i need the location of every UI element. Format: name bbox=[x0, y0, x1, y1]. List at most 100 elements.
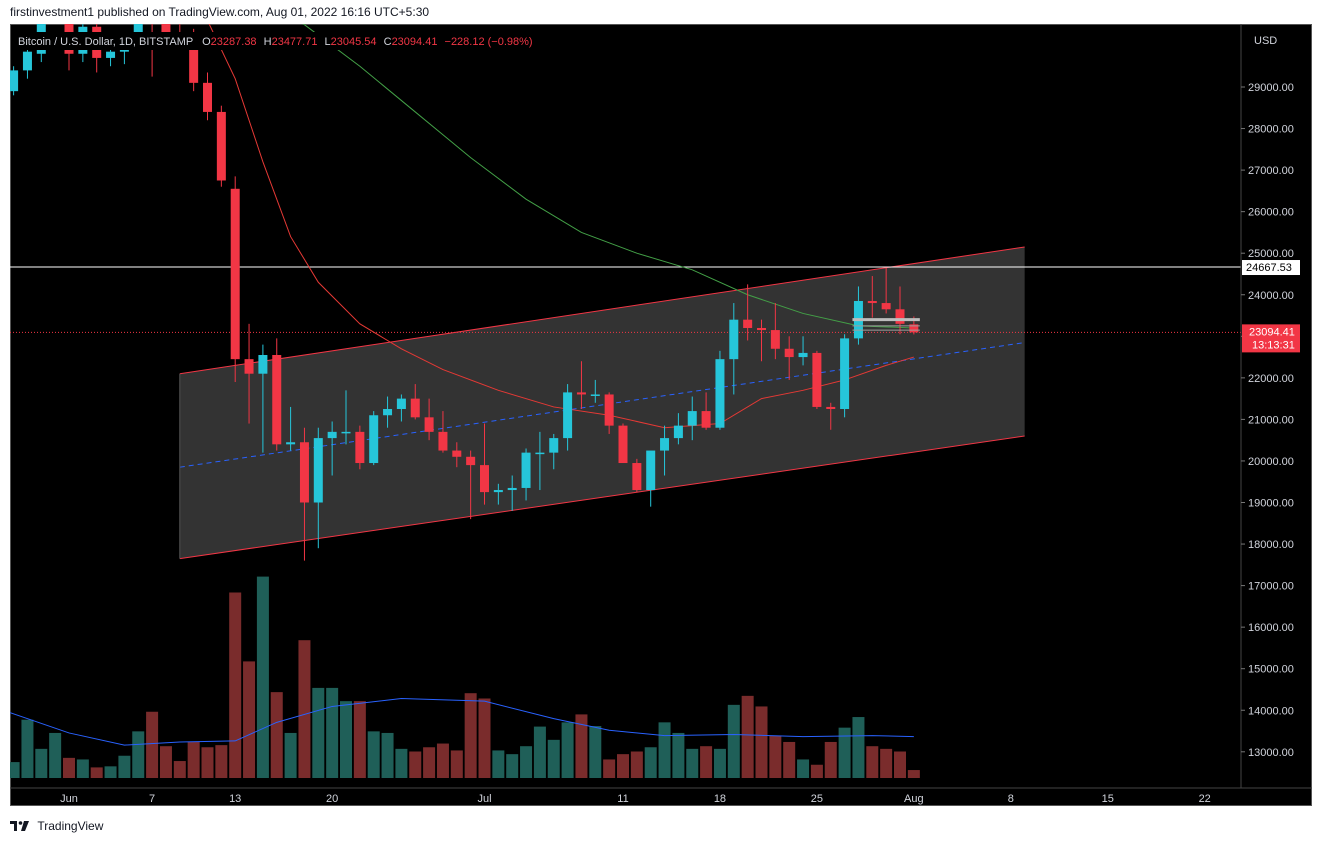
volume-bar bbox=[547, 739, 560, 778]
candle[interactable] bbox=[480, 423, 489, 505]
candle[interactable] bbox=[272, 338, 282, 451]
candle[interactable] bbox=[881, 267, 891, 314]
channel-mid-line[interactable] bbox=[179, 342, 1025, 468]
price-chart[interactable]: USD 29000.00 28000.00 27000.00 26000.00 2500… bbox=[10, 24, 1312, 806]
candle[interactable] bbox=[106, 47, 116, 67]
price-tick-label: 25000.00 bbox=[1248, 248, 1294, 260]
candle[interactable] bbox=[715, 350, 725, 430]
candle-body bbox=[272, 354, 282, 445]
volume-ma-path bbox=[10, 697, 914, 746]
candle[interactable] bbox=[701, 392, 711, 430]
volume-bar bbox=[353, 701, 366, 778]
candle[interactable] bbox=[729, 303, 739, 395]
candle[interactable] bbox=[770, 303, 780, 360]
volume-bar bbox=[132, 731, 145, 778]
volume-bar bbox=[243, 661, 256, 778]
candle[interactable] bbox=[798, 336, 808, 366]
candlesticks[interactable] bbox=[10, 24, 919, 561]
price-tick-label: 21000.00 bbox=[1248, 414, 1294, 426]
candle[interactable] bbox=[424, 398, 434, 441]
time-tick-label: 7 bbox=[149, 793, 155, 805]
volume-bar bbox=[409, 751, 422, 778]
volume-bar bbox=[298, 640, 311, 778]
candle[interactable] bbox=[355, 425, 365, 470]
parallel-channel[interactable] bbox=[179, 246, 1025, 560]
candle[interactable] bbox=[369, 411, 379, 466]
candle[interactable] bbox=[383, 396, 393, 428]
candle[interactable] bbox=[396, 394, 406, 422]
candle-body bbox=[618, 425, 628, 464]
candle[interactable] bbox=[521, 448, 531, 501]
candle[interactable] bbox=[632, 458, 642, 493]
candle[interactable] bbox=[299, 427, 309, 561]
volume-bar bbox=[173, 761, 186, 778]
candle[interactable] bbox=[341, 390, 351, 445]
time-tick-label: Aug bbox=[904, 793, 924, 805]
candle[interactable] bbox=[244, 323, 254, 424]
candle[interactable] bbox=[230, 176, 240, 383]
candle[interactable] bbox=[576, 361, 586, 410]
candle[interactable] bbox=[784, 336, 794, 380]
candle[interactable] bbox=[535, 431, 545, 491]
candle[interactable] bbox=[840, 334, 850, 418]
candle-body bbox=[438, 431, 448, 451]
candle[interactable] bbox=[507, 475, 517, 511]
candle[interactable] bbox=[757, 319, 766, 362]
candle[interactable] bbox=[646, 450, 656, 507]
footer-brand[interactable]: TradingView bbox=[10, 814, 103, 836]
candle[interactable] bbox=[618, 423, 628, 464]
channel-lower-line[interactable] bbox=[179, 435, 1025, 560]
candle-body bbox=[909, 324, 919, 333]
candle[interactable] bbox=[549, 433, 559, 470]
price-tick-label: 22000.00 bbox=[1248, 373, 1294, 385]
candle[interactable] bbox=[590, 379, 600, 403]
candle[interactable] bbox=[493, 483, 503, 505]
candle[interactable] bbox=[327, 421, 337, 476]
candle[interactable] bbox=[687, 396, 697, 441]
candle-body bbox=[549, 438, 559, 453]
candle[interactable] bbox=[313, 427, 323, 549]
candle[interactable] bbox=[286, 406, 296, 451]
candle[interactable] bbox=[148, 24, 157, 77]
candle[interactable] bbox=[563, 384, 573, 451]
candle[interactable] bbox=[604, 392, 614, 434]
candle[interactable] bbox=[22, 45, 32, 79]
channel-upper-line[interactable] bbox=[179, 246, 1025, 375]
open-value: 23287.38 bbox=[211, 36, 257, 48]
candle[interactable] bbox=[410, 384, 420, 420]
price-axis-ticks[interactable]: 29000.00 28000.00 27000.00 26000.00 25000.00… bbox=[1241, 82, 1294, 759]
candle[interactable] bbox=[673, 413, 683, 445]
price-tick-label: 18000.00 bbox=[1248, 539, 1294, 551]
candle-body bbox=[258, 354, 268, 374]
candle[interactable] bbox=[216, 105, 226, 187]
candle[interactable] bbox=[10, 66, 19, 96]
range-box[interactable] bbox=[852, 318, 920, 331]
ma-fast-line bbox=[208, 24, 914, 429]
volume-bar bbox=[589, 726, 602, 778]
footer-brand-text: TradingView bbox=[37, 818, 104, 833]
candle[interactable] bbox=[466, 450, 476, 520]
volume-bar bbox=[880, 748, 893, 778]
symbol-legend[interactable]: Bitcoin / U.S. Dollar, 1D, BITSTAMP O232… bbox=[18, 36, 533, 48]
candle[interactable] bbox=[826, 402, 836, 430]
candle[interactable] bbox=[438, 411, 448, 453]
candle[interactable] bbox=[812, 350, 822, 410]
volume-bar bbox=[229, 592, 242, 778]
candle[interactable] bbox=[452, 442, 462, 468]
candle[interactable] bbox=[203, 72, 212, 121]
time-tick-label: 11 bbox=[617, 793, 628, 805]
volume-bar bbox=[326, 687, 339, 778]
volume-bar bbox=[838, 727, 851, 778]
candle[interactable] bbox=[258, 344, 268, 453]
price-tick-label: 16000.00 bbox=[1248, 622, 1294, 634]
candle[interactable] bbox=[660, 425, 670, 476]
candle-body bbox=[840, 338, 850, 410]
volume-bar bbox=[630, 751, 643, 778]
volume-bar bbox=[866, 746, 879, 778]
candle-body bbox=[798, 352, 808, 358]
time-axis-ticks[interactable]: Jun 7 13 20 Jul 11 18 25 Aug 8 15 22 bbox=[60, 793, 1211, 805]
candle[interactable] bbox=[743, 284, 753, 341]
candle[interactable] bbox=[867, 276, 877, 318]
countdown-label: 13:13:31 bbox=[1252, 339, 1295, 351]
volume-bar bbox=[907, 770, 920, 778]
